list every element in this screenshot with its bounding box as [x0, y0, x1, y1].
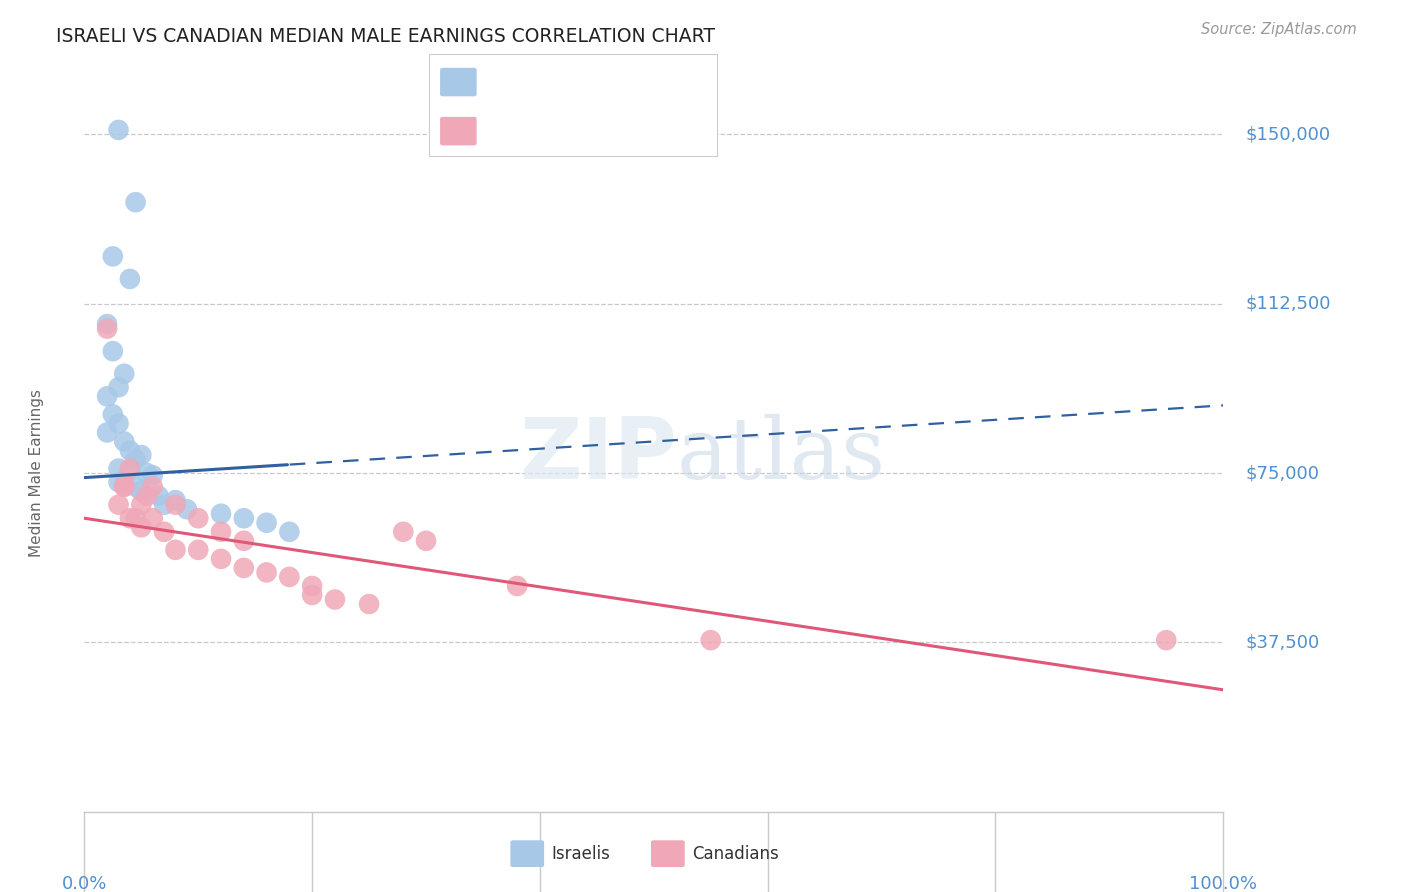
Point	[165, 493, 187, 508]
Point	[209, 507, 232, 521]
Point	[1156, 633, 1178, 648]
Point	[153, 524, 176, 539]
Point	[96, 389, 118, 403]
Point	[101, 249, 124, 263]
Point	[301, 588, 323, 602]
Text: ISRAELI VS CANADIAN MEDIAN MALE EARNINGS CORRELATION CHART: ISRAELI VS CANADIAN MEDIAN MALE EARNINGS…	[56, 27, 716, 45]
Point	[142, 480, 165, 494]
Text: Source: ZipAtlas.com: Source: ZipAtlas.com	[1201, 22, 1357, 37]
Point	[101, 408, 124, 422]
Point	[187, 511, 209, 525]
Point	[124, 480, 146, 494]
Point	[700, 633, 723, 648]
Point	[107, 498, 129, 512]
Point	[176, 502, 198, 516]
Text: Israelis: Israelis	[551, 845, 610, 863]
Point	[96, 317, 118, 331]
Point	[96, 321, 118, 335]
Point	[107, 475, 129, 489]
Point	[131, 498, 153, 512]
Point	[165, 498, 187, 512]
Text: $150,000: $150,000	[1246, 126, 1331, 144]
Text: $112,500: $112,500	[1246, 294, 1331, 313]
Point	[301, 579, 323, 593]
Point	[118, 443, 141, 458]
Point	[118, 511, 141, 525]
Text: R =  0.020: R = 0.020	[485, 73, 574, 91]
Point	[112, 480, 135, 494]
Point	[142, 468, 165, 483]
Point	[278, 570, 301, 584]
Point	[232, 561, 254, 575]
Text: $37,500: $37,500	[1246, 633, 1320, 651]
Text: ZIP: ZIP	[519, 414, 676, 497]
Point	[112, 480, 135, 494]
Point	[209, 524, 232, 539]
Point	[278, 524, 301, 539]
Point	[124, 511, 146, 525]
Point	[101, 344, 124, 359]
Text: N = 32: N = 32	[591, 73, 648, 91]
Point	[131, 448, 153, 462]
Text: Canadians: Canadians	[692, 845, 779, 863]
Text: atlas: atlas	[676, 414, 886, 497]
Point	[112, 434, 135, 449]
Point	[118, 464, 141, 478]
Point	[107, 417, 129, 431]
Point	[209, 552, 232, 566]
Point	[118, 461, 141, 475]
Point	[359, 597, 381, 611]
Point	[136, 466, 159, 480]
Text: Median Male Earnings: Median Male Earnings	[30, 389, 45, 558]
Text: R = -0.461: R = -0.461	[485, 122, 574, 140]
Point	[165, 542, 187, 557]
Point	[148, 489, 170, 503]
Point	[392, 524, 415, 539]
Point	[124, 452, 146, 467]
Text: $75,000: $75,000	[1246, 464, 1320, 482]
Text: N = 32: N = 32	[591, 122, 648, 140]
Text: 0.0%: 0.0%	[62, 875, 107, 892]
Point	[256, 516, 278, 530]
Point	[112, 477, 135, 491]
Point	[153, 498, 176, 512]
Point	[232, 511, 254, 525]
Point	[136, 489, 159, 503]
Point	[131, 520, 153, 534]
Point	[506, 579, 529, 593]
Point	[107, 380, 129, 394]
Point	[96, 425, 118, 440]
Point	[112, 367, 135, 381]
Point	[142, 511, 165, 525]
Point	[187, 542, 209, 557]
Text: 100.0%: 100.0%	[1189, 875, 1257, 892]
Point	[107, 461, 129, 475]
Point	[232, 533, 254, 548]
Point	[256, 566, 278, 580]
Point	[323, 592, 346, 607]
Point	[415, 533, 437, 548]
Point	[107, 123, 129, 137]
Point	[131, 484, 153, 499]
Point	[118, 272, 141, 286]
Point	[124, 195, 146, 210]
